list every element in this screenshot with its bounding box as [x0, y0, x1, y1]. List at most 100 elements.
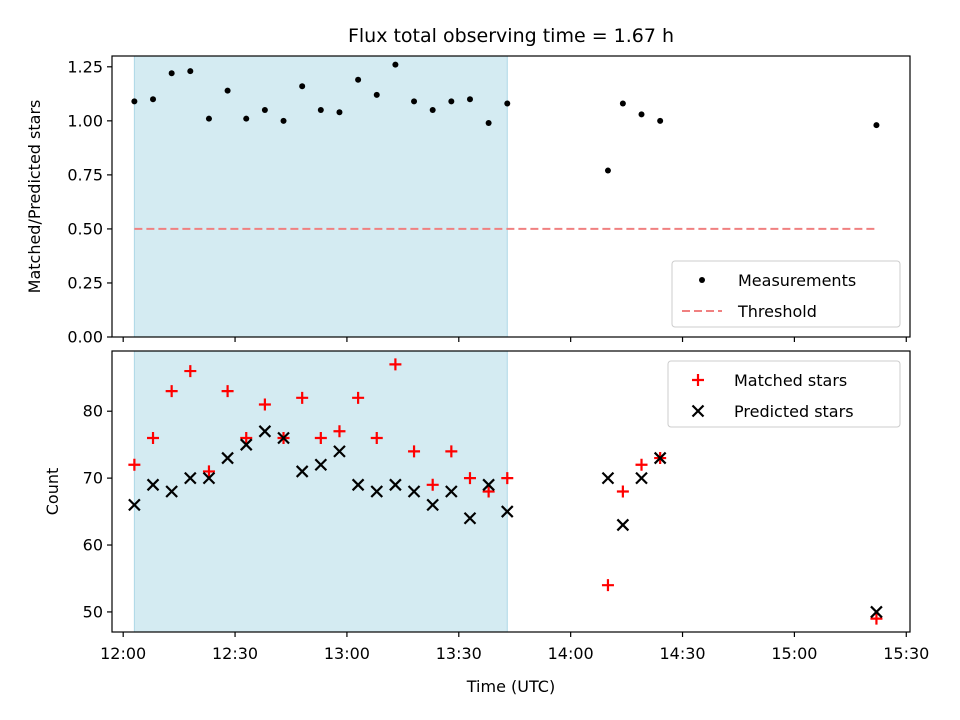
data-point: [619, 100, 626, 107]
data-point: [224, 87, 231, 94]
bottom-y-axis-label: Count: [43, 468, 62, 516]
data-point: [147, 431, 160, 444]
legend-entry-label: Matched stars: [734, 371, 847, 390]
x-tick-label: 15:00: [771, 644, 817, 663]
data-point: [296, 391, 309, 404]
legend-marker: [691, 404, 705, 418]
legend-entry-label: Threshold: [737, 302, 817, 321]
data-point: [243, 115, 250, 122]
shaded-interval: [133, 55, 508, 338]
data-point: [202, 471, 216, 485]
data-point: [261, 107, 268, 114]
data-point: [616, 485, 629, 498]
data-point: [165, 485, 178, 498]
y-tick-label: 70: [83, 469, 103, 488]
data-point: [165, 385, 178, 398]
data-point: [336, 109, 343, 116]
legend-entry-label: Measurements: [738, 271, 856, 290]
data-point: [445, 485, 458, 498]
data-point: [373, 91, 380, 98]
data-point: [221, 385, 234, 398]
y-tick-label: 0.25: [67, 273, 103, 292]
legend: Matched stars Predicted stars: [667, 360, 901, 428]
data-point: [601, 579, 614, 592]
data-point: [370, 485, 384, 498]
data-point: [500, 505, 514, 518]
data-point: [657, 117, 664, 124]
legend-box: [667, 360, 901, 428]
data-point: [392, 61, 399, 68]
data-point: [317, 107, 324, 114]
y-tick-label: 80: [83, 402, 103, 421]
x-axis-label: Time (UTC): [466, 677, 555, 696]
data-point: [370, 431, 383, 444]
y-tick-label: 0.75: [67, 165, 103, 184]
data-point: [429, 107, 436, 114]
data-point: [638, 111, 645, 118]
data-point: [407, 485, 421, 498]
data-point: [635, 471, 648, 485]
data-point: [501, 472, 514, 485]
legend-box: [671, 260, 901, 328]
x-tick-label: 13:30: [436, 644, 482, 663]
y-tick-label: 0.50: [67, 219, 103, 238]
data-point: [466, 96, 473, 103]
data-point: [128, 458, 141, 471]
legend-marker: [692, 374, 704, 386]
top-y-axis-label: Matched/Predicted stars: [25, 100, 44, 294]
data-point: [601, 471, 615, 485]
data-point: [299, 83, 306, 90]
data-point: [314, 431, 327, 444]
data-point: [463, 472, 476, 485]
chart-title: Flux total observing time = 1.67 h: [348, 25, 674, 47]
panel-1: 50 60 70 80 12:00 12:30 13:00 13:30 14:00 14:30 15…: [83, 350, 929, 663]
data-point: [295, 465, 309, 478]
y-tick-label: 1.25: [67, 57, 103, 76]
data-point: [333, 445, 346, 458]
data-point: [351, 478, 365, 492]
data-point: [411, 98, 418, 105]
data-point: [258, 425, 272, 438]
data-point: [448, 98, 455, 105]
data-point: [240, 431, 253, 444]
data-point: [168, 70, 175, 77]
shaded-interval: [133, 350, 508, 633]
data-point: [485, 120, 492, 127]
data-point: [870, 605, 883, 619]
data-point: [146, 478, 160, 492]
data-point: [258, 398, 271, 411]
data-point: [184, 365, 197, 378]
data-point: [128, 498, 141, 512]
x-tick-label: 14:30: [659, 644, 705, 663]
legend-entry-label: Predicted stars: [734, 402, 854, 421]
plot-frame: [111, 350, 911, 633]
data-point: [355, 76, 362, 83]
data-point: [408, 445, 421, 458]
x-tick-label: 13:00: [324, 644, 370, 663]
panel-0: 0.00 0.25 0.50 0.75 1.00 1.25 Measurements Thre…: [67, 55, 911, 347]
data-point: [616, 518, 630, 532]
data-point: [635, 458, 648, 471]
y-tick-label: 60: [83, 536, 103, 555]
x-tick-label: 12:30: [212, 644, 258, 663]
data-point: [426, 498, 439, 512]
x-tick-label: 14:00: [548, 644, 594, 663]
data-point: [239, 438, 253, 451]
data-point: [426, 478, 439, 491]
data-point: [280, 117, 287, 124]
plot-frame: [111, 55, 911, 338]
data-point: [187, 68, 194, 75]
y-tick-label: 50: [83, 602, 103, 621]
data-point: [653, 451, 667, 465]
data-point: [205, 115, 212, 122]
data-point: [389, 478, 402, 492]
data-point: [463, 511, 477, 525]
data-point: [873, 122, 880, 129]
data-point: [333, 425, 346, 438]
data-point: [150, 96, 157, 103]
data-point: [131, 98, 138, 105]
data-point: [202, 465, 215, 478]
y-tick-label: 0.00: [67, 328, 103, 347]
legend-marker: [699, 277, 705, 283]
